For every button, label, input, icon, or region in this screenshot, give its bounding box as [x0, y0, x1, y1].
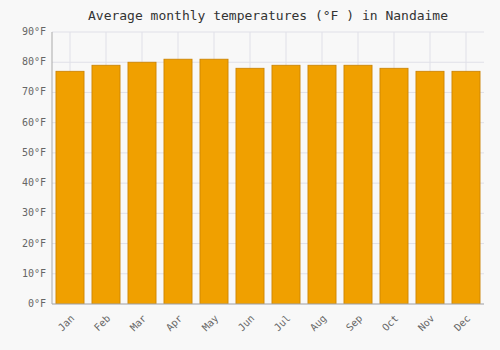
background — [0, 0, 500, 350]
bar — [56, 71, 84, 304]
bar — [128, 62, 156, 304]
bar — [164, 59, 192, 304]
x-tick-label: Jan — [56, 313, 77, 334]
chart: 0°F 10°F 20°F 30°F 40°F 50°F 60°F 70°F 80°F 90°F J… — [0, 0, 500, 350]
y-tick-label: 30°F — [22, 207, 46, 218]
bar — [200, 59, 228, 304]
bar — [308, 65, 336, 304]
x-axis-line — [52, 304, 484, 305]
bar — [272, 65, 300, 304]
bar — [380, 68, 408, 304]
bar — [236, 68, 264, 304]
bars — [56, 59, 480, 304]
x-tick-label: Sep — [344, 313, 365, 334]
y-grid-line — [52, 62, 484, 63]
x-tick-label: Mar — [128, 313, 149, 334]
y-tick-label: 90°F — [22, 26, 46, 37]
x-tick-label: May — [200, 313, 221, 334]
x-tick-label: Dec — [452, 313, 473, 334]
y-tick-label: 40°F — [22, 177, 46, 188]
x-tick-label: Jun — [236, 313, 257, 334]
y-grid-line — [52, 32, 484, 33]
grid — [52, 32, 484, 304]
bar — [416, 71, 444, 304]
x-tick-label: Nov — [416, 313, 437, 334]
y-tick-label: 10°F — [22, 268, 46, 279]
x-tick-label: Feb — [92, 313, 113, 334]
y-tick-label: 60°F — [22, 117, 46, 128]
y-grid-line — [52, 304, 484, 305]
bar — [452, 71, 480, 304]
y-tick-label: 0°F — [28, 298, 46, 309]
title: Average monthly temperatures (°F ) in Na… — [88, 8, 448, 23]
y-tick-label: 70°F — [22, 86, 46, 97]
y-tick-label: 50°F — [22, 147, 46, 158]
x-tick-label: Jul — [272, 313, 293, 334]
x-tick-label: Oct — [380, 313, 401, 334]
bar — [344, 65, 372, 304]
x-tick-label: Apr — [164, 313, 185, 334]
y-axis-line — [52, 32, 53, 304]
y-tick-label: 20°F — [22, 238, 46, 249]
x-tick-label: Aug — [308, 313, 329, 334]
y-tick-label: 80°F — [22, 56, 46, 67]
bar — [92, 65, 120, 304]
